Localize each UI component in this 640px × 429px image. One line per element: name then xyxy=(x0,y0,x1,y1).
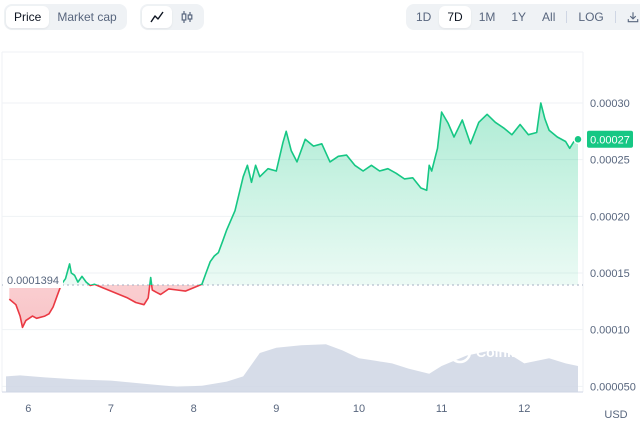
x-tick-label: 8 xyxy=(191,403,197,415)
y-tick-label: 0.00020 xyxy=(590,211,630,223)
range-divider xyxy=(566,11,568,23)
y-tick-label: 0.00025 xyxy=(590,155,630,167)
reference-price-tag-bg xyxy=(3,272,63,289)
x-tick-label: 7 xyxy=(108,403,114,415)
download-button[interactable] xyxy=(619,6,640,28)
tab-market-cap[interactable]: Market cap xyxy=(57,10,117,24)
current-price-dot xyxy=(573,134,583,145)
range-1y[interactable]: 1Y xyxy=(511,10,527,24)
coinmarketcap-logo-icon xyxy=(448,340,472,364)
price-line-up xyxy=(60,102,579,286)
y-tick-label: 0.00010 xyxy=(590,325,630,337)
chart-type-toggle xyxy=(140,4,204,30)
reference-price-label: 0.0001394 xyxy=(7,275,59,287)
current-price-tag-bg xyxy=(587,130,633,148)
watermark-text: CoinMarketCap xyxy=(476,344,579,360)
currency-label: USD xyxy=(604,409,627,421)
download-icon xyxy=(627,12,639,23)
volume-area xyxy=(6,344,578,392)
y-axis-labels: 0.000050 0.00010 0.00015 0.00020 0.00025 0.00… xyxy=(590,98,636,393)
y-tick-label: 0.000050 xyxy=(590,381,636,393)
current-price-label: 0.00027 xyxy=(590,134,630,146)
y-tick-label: 0.00030 xyxy=(590,98,630,110)
chart-toolbar: Price Market cap 1D 7D 1M 1Y All LOG xyxy=(0,4,640,30)
range-7d[interactable]: 7D xyxy=(439,6,471,28)
coinmarketcap-watermark: CoinMarketCap xyxy=(448,340,579,364)
range-divider xyxy=(614,11,616,23)
range-selector: 1D 7D 1M 1Y All LOG xyxy=(406,4,640,30)
metric-toggle: Price Market cap xyxy=(4,4,127,30)
candlestick-button[interactable] xyxy=(172,6,202,28)
tab-price[interactable]: Price xyxy=(6,6,50,28)
candlestick-icon xyxy=(181,11,193,23)
reference-price-tag: 0.0001394 xyxy=(3,272,63,289)
current-price-tag: 0.00027 xyxy=(587,130,633,148)
x-tick-label: 9 xyxy=(273,403,279,415)
x-tick-label: 12 xyxy=(518,403,530,415)
range-all[interactable]: All xyxy=(542,10,556,24)
range-1d[interactable]: 1D xyxy=(416,10,432,24)
log-scale-toggle[interactable]: LOG xyxy=(578,10,604,24)
x-tick-label: 6 xyxy=(25,403,31,415)
price-area-up xyxy=(9,103,578,286)
y-tick-label: 0.00015 xyxy=(590,268,630,280)
x-axis-labels: 6 7 8 9 10 11 12 xyxy=(25,403,530,415)
x-tick-label: 11 xyxy=(436,403,447,415)
line-chart-button[interactable] xyxy=(142,6,172,28)
line-chart-icon xyxy=(150,11,164,23)
coinmarketcap-logo-mark xyxy=(453,346,467,356)
range-1m[interactable]: 1M xyxy=(478,10,496,24)
x-tick-label: 10 xyxy=(353,403,365,415)
